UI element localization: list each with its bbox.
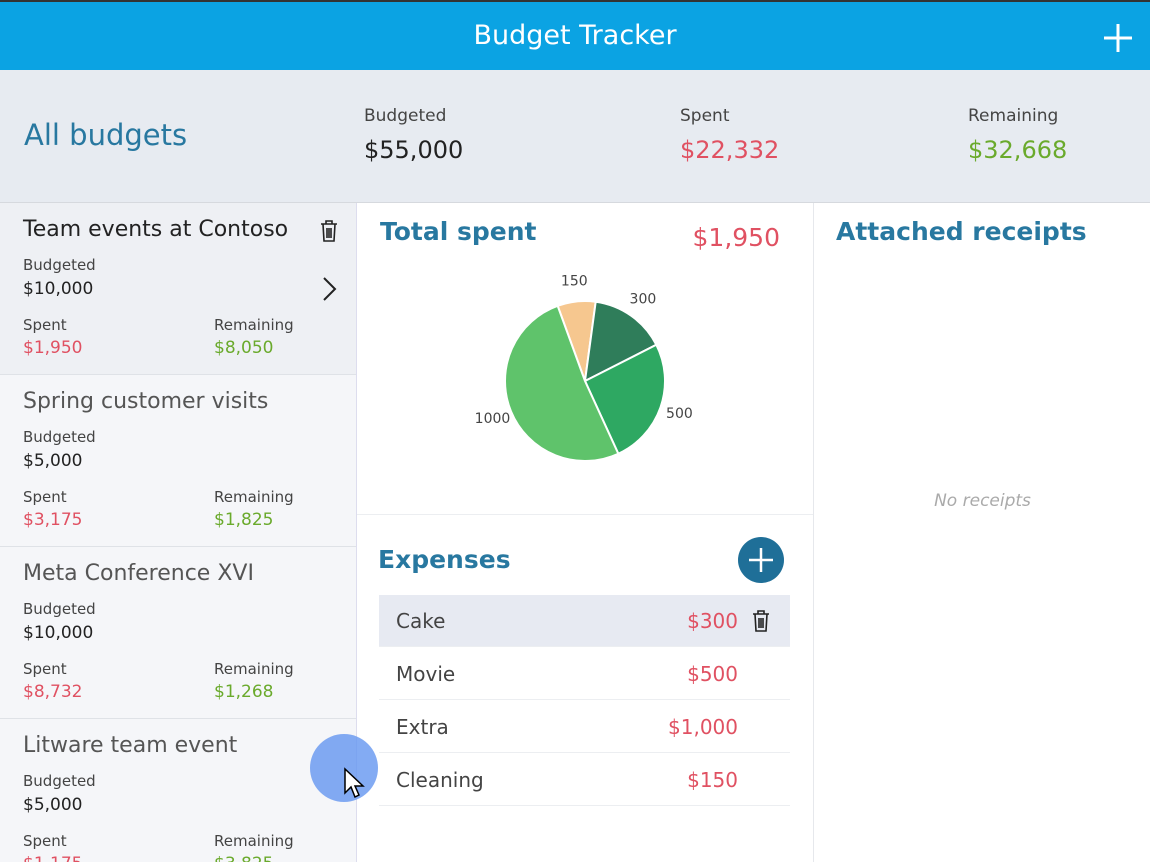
receipts-title: Attached receipts (836, 217, 1087, 246)
budget-name: Meta Conference XVI (23, 561, 254, 586)
budget-card[interactable]: Litware team event Budgeted $5,000 Spent $1,… (0, 719, 356, 862)
slice-label: 500 (666, 406, 693, 422)
slice-label: 300 (630, 291, 657, 307)
empty-text: No receipts (934, 491, 1031, 511)
expense-amount: $300 (687, 609, 738, 633)
budgeted-value: $5,000 (23, 451, 83, 471)
spent-value: $8,732 (23, 682, 83, 702)
expense-amount: $150 (687, 768, 738, 792)
pie-slice (583, 300, 658, 383)
spent-value: $3,175 (23, 510, 83, 530)
budget-list: Team events at Contoso Budgeted $10,000 Spe… (0, 203, 357, 862)
delete-button[interactable] (752, 610, 770, 632)
touch-indicator (310, 734, 378, 802)
remaining-label: Remaining (214, 832, 294, 850)
divider (357, 514, 813, 515)
expense-row[interactable]: Cleaning $150 (379, 754, 790, 806)
budget-name: Litware team event (23, 733, 238, 758)
expenses-title: Expenses (378, 545, 511, 574)
budget-card[interactable]: Team events at Contoso Budgeted $10,000 Spe… (0, 203, 356, 375)
budgeted-value: $10,000 (23, 279, 94, 299)
spent-label: Spent (23, 832, 67, 850)
delete-button[interactable] (320, 220, 338, 242)
spent-value: $1,950 (23, 338, 83, 358)
total-spent-title: Total spent (380, 217, 537, 246)
app-title: Budget Tracker (473, 20, 677, 51)
slice-label: 150 (561, 274, 588, 290)
add-expense-button[interactable] (737, 536, 785, 584)
remaining-label: Remaining (214, 488, 294, 506)
add-budget-button[interactable] (1100, 20, 1136, 56)
expense-row[interactable]: Extra $1,000 (379, 701, 790, 753)
budgeted-value: $5,000 (23, 795, 83, 815)
chevron (323, 277, 337, 301)
pie-slice (504, 304, 620, 462)
expense-amount: $500 (687, 662, 738, 686)
slice-label: 1000 (475, 411, 511, 427)
stat-label: Spent (680, 106, 730, 126)
spent-label: Spent (23, 316, 67, 334)
budget-name: Team events at Contoso (23, 217, 289, 242)
spent-label: Spent (23, 488, 67, 506)
remaining-value: $1,268 (214, 682, 274, 702)
remaining-label: Remaining (214, 660, 294, 678)
expense-row[interactable]: Movie $500 (379, 648, 790, 700)
stat-label: Budgeted (364, 106, 447, 126)
cursor (344, 767, 365, 799)
remaining-value: $3,825 (214, 854, 273, 862)
summary-title: All budgets (24, 118, 188, 152)
pie-chart: 150 300 500 1000 (475, 274, 693, 462)
remaining-label: Remaining (214, 316, 294, 334)
remaining-value: $1,825 (214, 510, 274, 530)
stat-label: Remaining (968, 106, 1059, 126)
app-bar: Budget Tracker (0, 0, 1150, 70)
spent-label: Spent (23, 660, 67, 678)
expense-name: Cake (396, 609, 446, 633)
budgeted-value: $10,000 (23, 623, 94, 643)
receipts-pane: Attached receipts No receipts (813, 203, 1150, 862)
budget-name: Spring customer visits (23, 389, 269, 414)
total-spent-amount: $1,950 (692, 223, 780, 252)
budget-card[interactable]: Spring customer visits Budgeted $5,000 Spen… (0, 375, 356, 547)
stat-value: $55,000 (364, 136, 464, 164)
remaining-value: $8,050 (214, 338, 274, 358)
budgeted-label: Budgeted (23, 256, 96, 274)
expense-name: Cleaning (396, 768, 484, 792)
pie-slice (583, 343, 666, 456)
expense-row[interactable]: Cake $300 (379, 595, 790, 647)
summary-bar: All budgets Budgeted $55,000 Spent $22,3… (0, 70, 1150, 203)
budgeted-label: Budgeted (23, 428, 96, 446)
budgeted-label: Budgeted (23, 772, 96, 790)
stat-value: $32,668 (968, 136, 1068, 164)
budgeted-label: Budgeted (23, 600, 96, 618)
stat-value: $22,332 (680, 136, 780, 164)
expense-amount: $1,000 (668, 715, 738, 739)
budget-card[interactable]: Meta Conference XVI Budgeted $10,000 Spent $… (0, 547, 356, 719)
detail-pane: Total spent $1,950 150 300 500 1000 Expense… (357, 203, 813, 862)
expense-name: Movie (396, 662, 456, 686)
expense-name: Extra (396, 715, 449, 739)
spent-value: $1,175 (23, 854, 82, 862)
